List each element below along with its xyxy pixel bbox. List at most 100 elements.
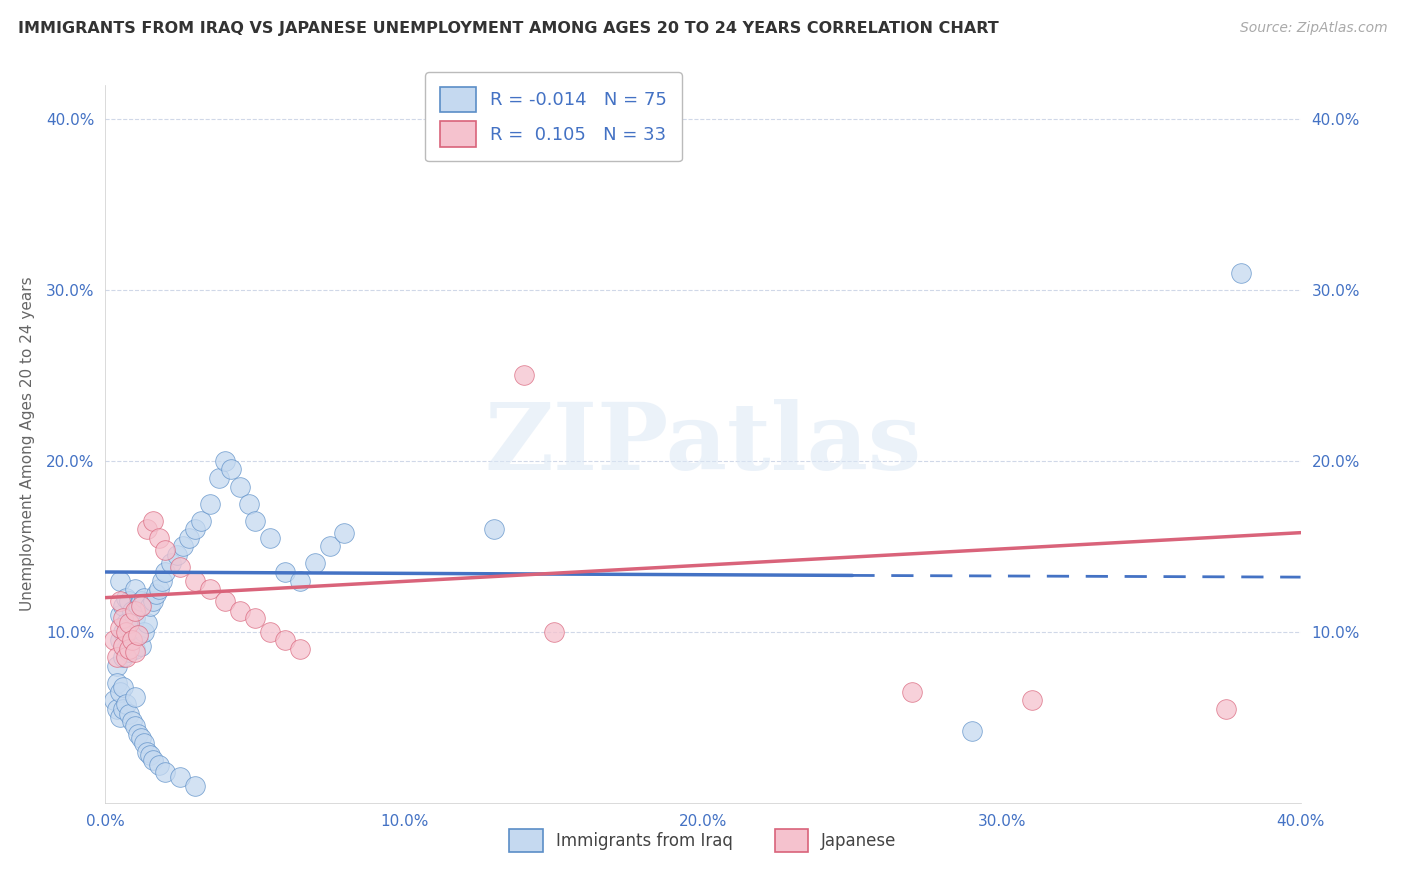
Point [110,684,132,698]
Point [124,719,146,733]
Point [127,628,149,642]
Point [118,616,141,631]
Point [333,525,356,540]
Point [115,697,138,711]
Point [155,565,177,579]
Point [110,622,132,636]
Text: IMMIGRANTS FROM IRAQ VS JAPANESE UNEMPLOYMENT AMONG AGES 20 TO 24 YEARS CORRELAT: IMMIGRANTS FROM IRAQ VS JAPANESE UNEMPLO… [18,21,1000,37]
Point [136,616,159,631]
Point [107,676,129,690]
Point [169,560,191,574]
Point [142,753,165,767]
Point [115,591,138,605]
Point [110,710,132,724]
Point [103,633,125,648]
Point [118,645,141,659]
Point [112,680,135,694]
Point [115,616,138,631]
Point [115,642,138,657]
Point [177,531,201,545]
Point [124,690,146,704]
Point [259,531,281,545]
Point [112,702,135,716]
Point [118,706,141,721]
Point [318,539,340,553]
Point [145,587,167,601]
Point [238,497,260,511]
Point [127,628,149,642]
Point [148,758,170,772]
Point [112,639,135,653]
Point [127,727,149,741]
Point [121,714,143,728]
Point [259,624,281,639]
Point [208,471,231,485]
Point [124,604,146,618]
Point [134,624,156,639]
Point [150,574,173,588]
Text: ZIPatlas: ZIPatlas [485,399,921,489]
Point [155,765,177,780]
Point [142,594,165,608]
Point [901,684,924,698]
Point [134,591,156,605]
Point [103,693,125,707]
Point [129,639,153,653]
Point [129,731,153,745]
Point [155,542,177,557]
Point [166,548,188,562]
Point [112,624,135,639]
Point [184,779,207,793]
Point [172,539,194,553]
Point [124,642,146,657]
Point [112,599,135,614]
Point [110,594,132,608]
Point [190,514,212,528]
Point [118,594,141,608]
Legend: Immigrants from Iraq, Japanese: Immigrants from Iraq, Japanese [503,822,903,859]
Point [482,522,505,536]
Point [243,514,266,528]
Point [229,479,252,493]
Point [273,565,295,579]
Point [124,582,146,596]
Point [118,642,141,657]
Point [134,736,156,750]
Point [115,624,138,639]
Point [1021,693,1043,707]
Point [148,582,170,596]
Point [139,747,162,762]
Point [184,522,207,536]
Text: Source: ZipAtlas.com: Source: ZipAtlas.com [1240,21,1388,36]
Point [1215,702,1237,716]
Point [112,611,135,625]
Point [273,633,295,648]
Point [288,642,311,657]
Point [136,744,159,758]
Point [107,702,129,716]
Point [214,454,236,468]
Point [543,624,565,639]
Point [243,611,266,625]
Point [110,574,132,588]
Point [960,724,983,739]
Point [1229,266,1253,280]
Point [184,574,207,588]
Point [304,557,326,571]
Y-axis label: Unemployment Among Ages 20 to 24 years: Unemployment Among Ages 20 to 24 years [20,277,35,611]
Point [124,645,146,659]
Point [198,582,221,596]
Point [124,611,146,625]
Point [110,633,132,648]
Point [121,633,143,648]
Point [288,574,311,588]
Point [198,497,221,511]
Point [118,622,141,636]
Point [169,770,191,784]
Point [110,607,132,622]
Point [513,368,536,383]
Point [214,594,236,608]
Point [127,599,149,614]
Point [139,599,162,614]
Point [107,659,129,673]
